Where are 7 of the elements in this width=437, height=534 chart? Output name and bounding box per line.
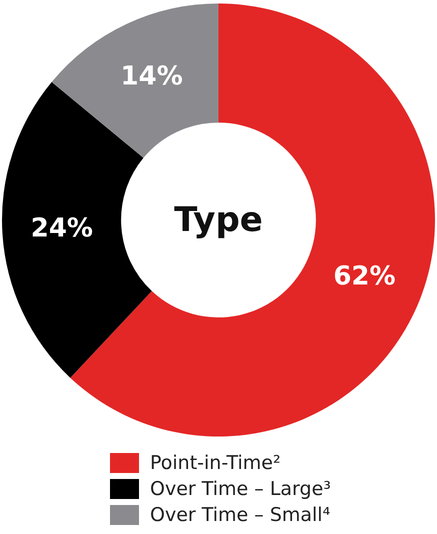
text: Type — [174, 200, 263, 240]
legend-label: Over Time – Small⁴ — [150, 504, 330, 526]
legend-label: Point-in-Time² — [150, 452, 281, 474]
data-label: 14% — [120, 62, 183, 92]
data-label: 62% — [333, 262, 396, 292]
legend-label: Over Time – Large³ — [150, 478, 331, 500]
data-label: 24% — [30, 214, 93, 244]
